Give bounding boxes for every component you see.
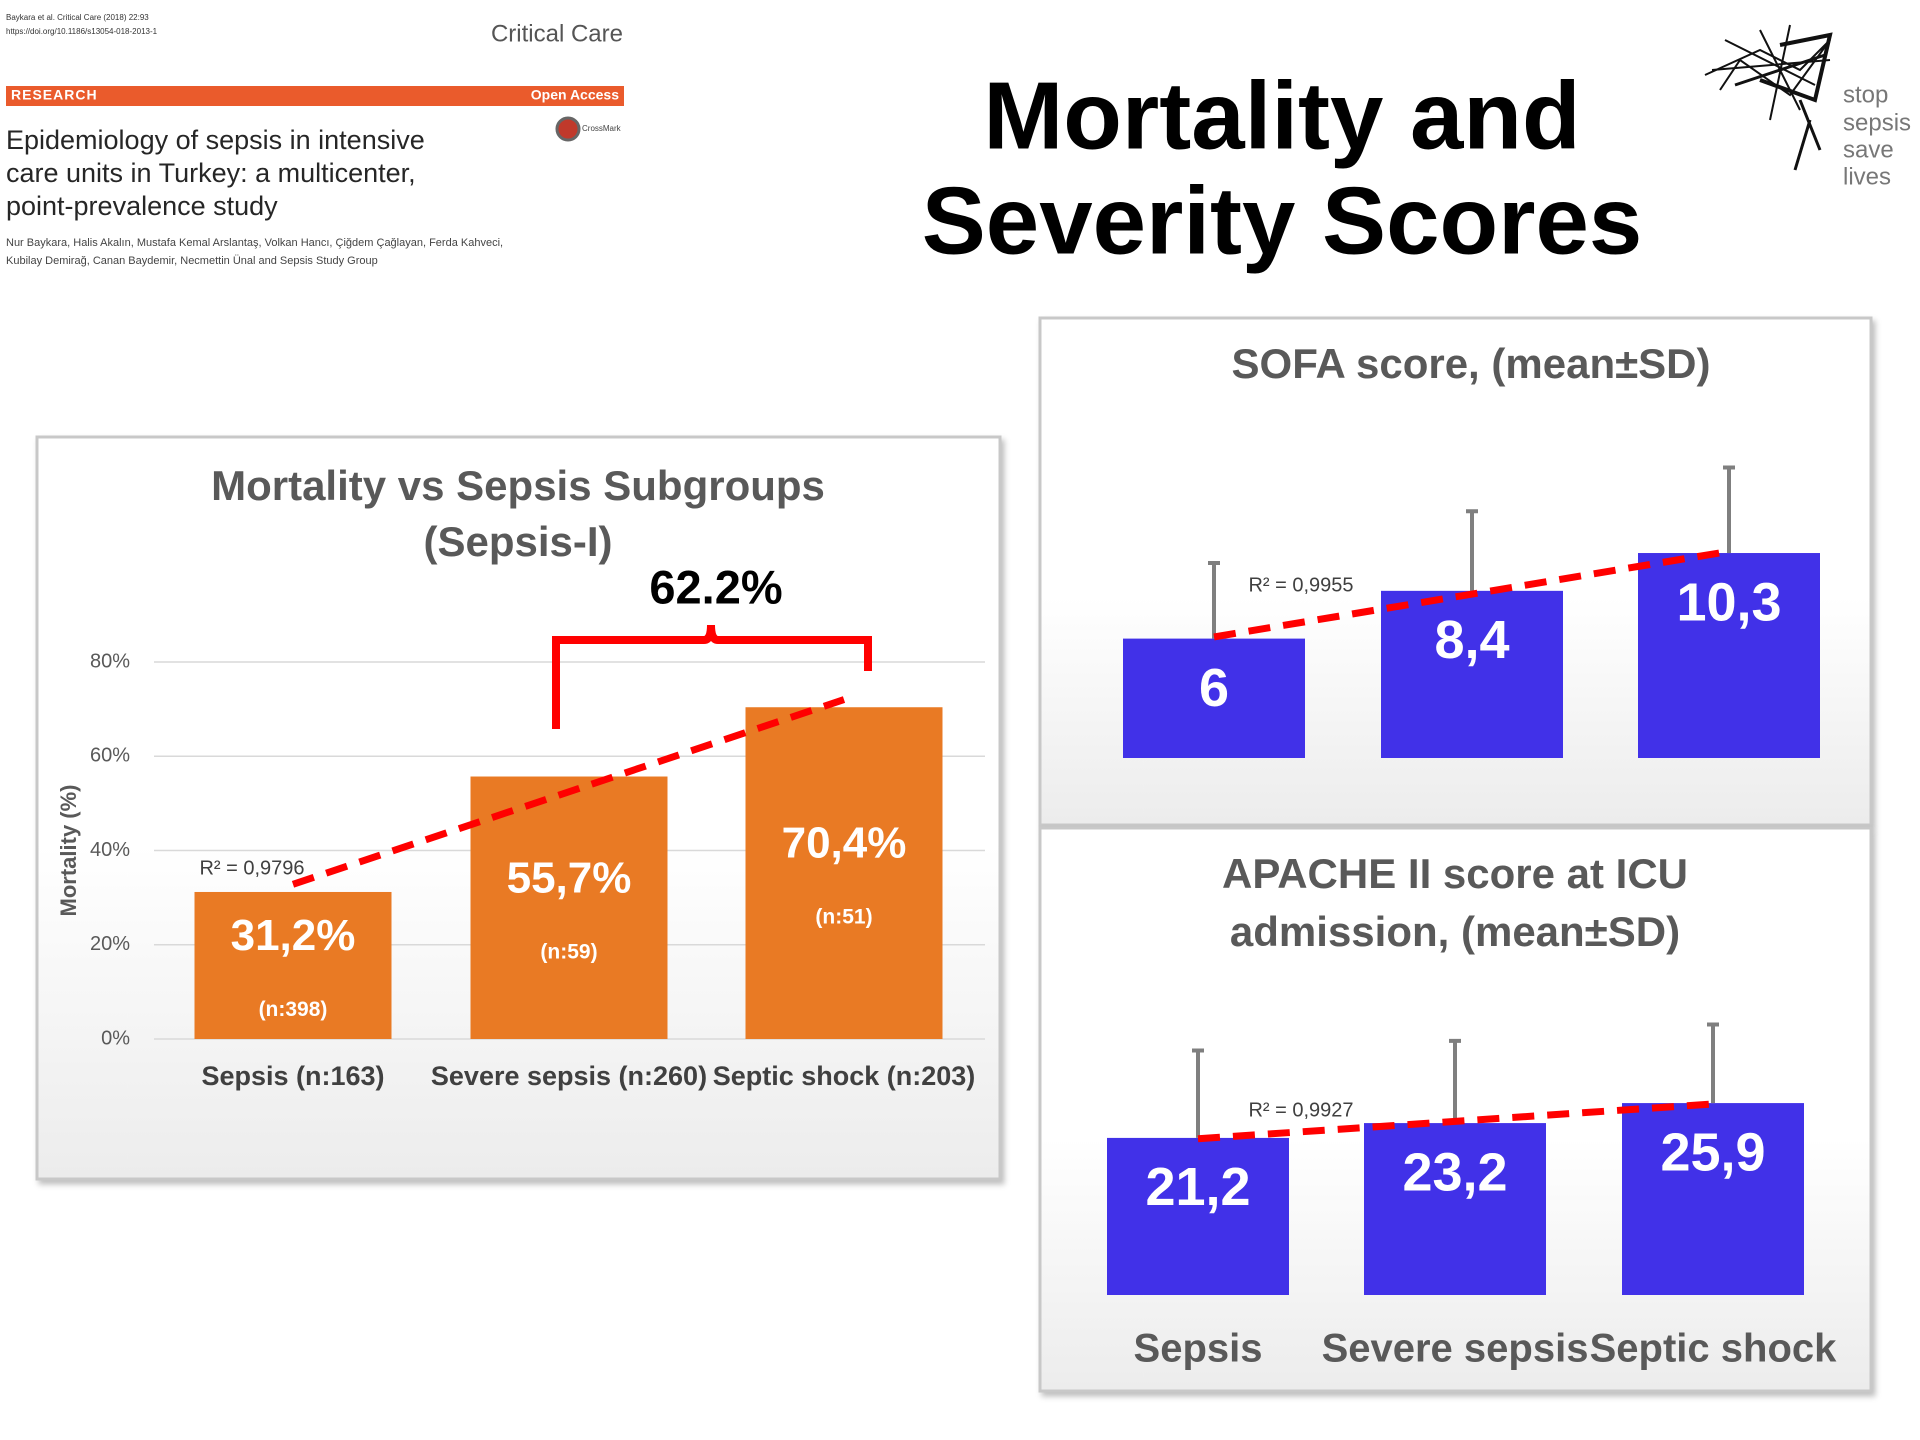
bracket (552, 624, 872, 729)
charts: Mortality vs Sepsis Subgroups (Sepsis-I) 0… (56, 340, 1837, 1370)
trend-line (291, 696, 846, 888)
bar (1123, 638, 1305, 758)
bar (1622, 1103, 1804, 1295)
doi: https://doi.org/10.1186/s13054-018-2013-… (6, 27, 158, 36)
slide-title: Mortality and (983, 62, 1580, 169)
crossmark-icon (555, 116, 581, 142)
section: RESEARCH (11, 87, 98, 103)
y-tick-label: 20% (90, 933, 130, 955)
logo-text: save (1843, 136, 1894, 163)
value-label: 55,7% (507, 853, 632, 902)
r2-label: R² = 0,9796 (199, 857, 304, 879)
paper-title: Epidemiology of sepsis in intensive (6, 125, 425, 155)
y-tick-label: 60% (90, 745, 130, 767)
chart-title: admission, (mean±SD) (1230, 908, 1680, 955)
value-label: 21,2 (1145, 1157, 1250, 1217)
chart-title: Mortality vs Sepsis Subgroups (211, 462, 825, 509)
bar-note: (n:398) (259, 998, 328, 1021)
x-tick-label: Sepsis (n:163) (201, 1061, 384, 1091)
x-tick-label: Septic shock (1590, 1327, 1838, 1371)
x-tick-label: Sepsis (1134, 1327, 1263, 1371)
bar (1638, 553, 1820, 758)
bar (470, 776, 668, 1039)
x-tick-label: Severe sepsis (1322, 1327, 1589, 1371)
citation: Baykara et al. Critical Care (2018) 22:9… (6, 13, 149, 22)
value-label: 23,2 (1402, 1142, 1507, 1202)
logo-scribble (1704, 24, 1833, 171)
value-label: 8,4 (1434, 610, 1509, 670)
bar-note: (n:59) (540, 940, 597, 963)
error-bar (1723, 465, 1735, 554)
bracket-label: 62.2% (649, 560, 782, 613)
trend-line (1213, 547, 1730, 641)
section-bar (6, 86, 624, 106)
bar (1364, 1123, 1546, 1295)
bar-note: (n:51) (815, 906, 872, 929)
error-bar (1192, 1048, 1204, 1138)
bar (194, 891, 392, 1039)
error-bar (1208, 560, 1220, 639)
value-label: 25,9 (1660, 1122, 1765, 1182)
value-label: 70,4% (782, 819, 907, 868)
x-tick-label: Severe sepsis (n:260) (431, 1061, 707, 1091)
trend-line (1197, 1100, 1714, 1143)
error-bar (1449, 1038, 1461, 1124)
r2-label: R² = 0,9955 (1248, 574, 1353, 596)
journal: Critical Care (491, 20, 623, 47)
bar (745, 707, 943, 1039)
paper-title: point-prevalence study (6, 191, 278, 221)
value-label: 31,2% (231, 911, 356, 960)
bar (1107, 1137, 1289, 1295)
x-tick-label: Septic shock (n:203) (713, 1061, 976, 1091)
chart-title: APACHE II score at ICU (1222, 850, 1688, 897)
bar (1381, 590, 1563, 758)
slide-title: Severity Scores (922, 167, 1642, 274)
chart-title: SOFA score, (mean±SD) (1232, 340, 1711, 387)
value-label: 6 (1199, 658, 1229, 718)
logo-text: stop (1843, 81, 1888, 108)
crossmark: CrossMark (582, 124, 622, 133)
authors: Nur Baykara, Halis Akalın, Mustafa Kemal… (6, 237, 503, 249)
logo-text: sepsis (1843, 109, 1911, 136)
y-tick-label: 0% (101, 1027, 130, 1049)
chart-title: (Sepsis-I) (423, 518, 612, 565)
error-bar (1707, 1022, 1719, 1104)
value-label: 10,3 (1676, 572, 1781, 632)
access: Open Access (531, 87, 619, 103)
y-axis-label: Mortality (%) (56, 785, 81, 917)
error-bar (1466, 509, 1478, 591)
y-tick-label: 40% (90, 839, 130, 861)
r2-label: R² = 0,9927 (1248, 1099, 1353, 1121)
paper-title: care units in Turkey: a multicenter, (6, 158, 416, 188)
authors: Kubilay Demirağ, Canan Baydemir, Necmett… (6, 255, 378, 267)
y-tick-label: 80% (90, 650, 130, 672)
logo-text: lives (1843, 163, 1891, 190)
